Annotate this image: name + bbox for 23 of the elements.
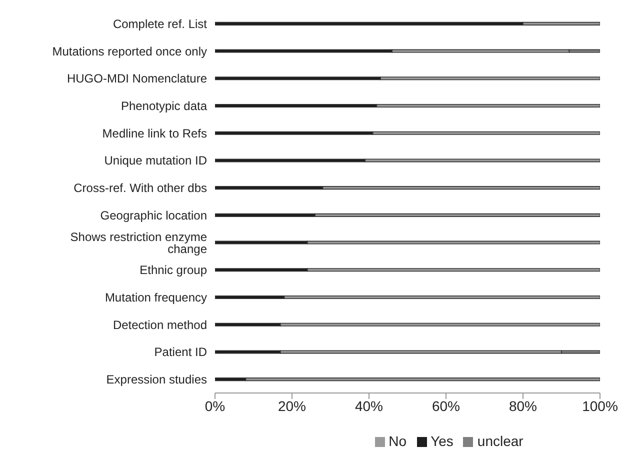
y-tick-label: Unique mutation ID <box>104 154 208 168</box>
y-tick-label: Shows restriction enzyme change <box>70 230 208 256</box>
legend-label: Yes <box>430 433 454 449</box>
y-tick-label: Patient ID <box>154 345 208 360</box>
y-tick-label: Complete ref. List <box>112 16 208 31</box>
legend-label: No <box>388 433 407 449</box>
y-tick-label: Phenotypic data <box>120 99 208 114</box>
y-tick-label: HUGO-MDI Nomenclature <box>66 72 208 86</box>
y-tick-label: Ethnic group <box>140 263 208 278</box>
y-tick-label: Cross-ref. With other dbs <box>74 181 207 196</box>
y-tick-label: Detection method <box>112 318 207 332</box>
x-tick-label: 20% <box>278 398 306 414</box>
y-tick-label: Expression studies <box>106 372 207 387</box>
legend-label: unclear <box>477 433 524 449</box>
x-tick-label: 60% <box>432 398 460 414</box>
y-tick-label: Mutation frequency <box>104 290 207 305</box>
x-tick-label: 40% <box>354 398 384 414</box>
x-tick-label: 0% <box>204 398 226 414</box>
x-tick-label: 80% <box>508 398 538 414</box>
y-tick-label: Mutations reported once only <box>52 44 207 58</box>
y-tick-label: Geographic location <box>100 208 207 222</box>
x-tick-label: 100% <box>582 398 618 414</box>
y-tick-label: Medline link to Refs <box>102 126 207 140</box>
